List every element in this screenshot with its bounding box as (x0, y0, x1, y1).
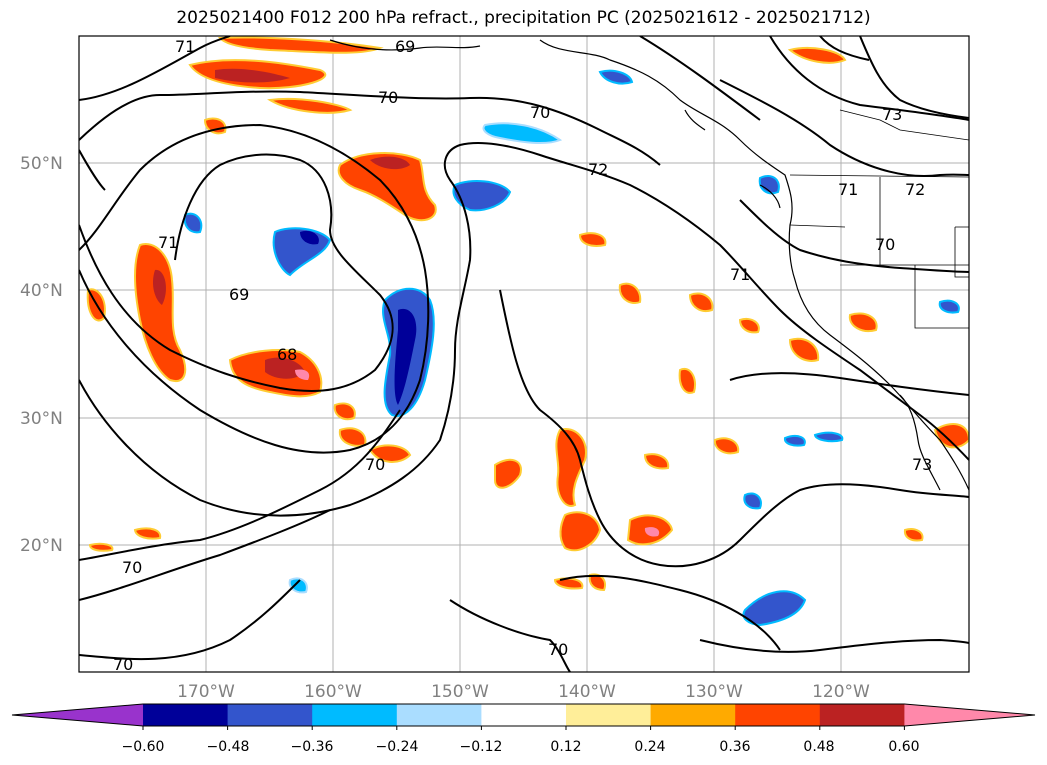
longitude-labels: 170°W 160°W 150°W 140°W 130°W 120°W (177, 682, 870, 702)
contour-label: 73 (882, 105, 902, 124)
map-area (79, 36, 969, 672)
contour-label: 70 (113, 655, 133, 674)
lon-label: 170°W (177, 682, 235, 702)
lon-label: 140°W (558, 682, 616, 702)
colorbar-extend-max (904, 704, 1035, 726)
lon-label: 130°W (685, 682, 743, 702)
contour-label: 70 (548, 640, 568, 659)
colorbar-tick-label: 0.60 (888, 739, 919, 755)
colorbar-swatch (735, 704, 821, 726)
lat-label: 40°N (20, 281, 63, 301)
contour-label: 70 (365, 455, 385, 474)
contour-labels: 71 69 70 70 72 73 71 72 71 70 71 69 68 7… (113, 37, 932, 674)
colorbar-swatch (396, 704, 482, 726)
colorbar-extend-min (12, 704, 143, 726)
lat-label: 20°N (20, 536, 63, 556)
colorbar (11, 703, 1036, 730)
colorbar-swatch (312, 704, 398, 726)
latitude-labels: 50°N 40°N 30°N 20°N (20, 154, 63, 556)
lon-label: 120°W (812, 682, 870, 702)
contour-label: 72 (588, 160, 608, 179)
colorbar-tick-label: 0.24 (634, 739, 665, 755)
map-title: 2025021400 F012 200 hPa refract., precip… (176, 8, 871, 28)
contour-label: 70 (122, 558, 142, 577)
precipitation-fill (86, 36, 969, 627)
colorbar-tick-label: −0.48 (207, 739, 250, 755)
colorbar-swatch (819, 704, 905, 726)
contour-label: 69 (229, 285, 249, 304)
contour-label: 71 (175, 37, 195, 56)
contour-label: 70 (530, 103, 550, 122)
colorbar-tick-label: −0.60 (122, 739, 165, 755)
contour-label: 71 (838, 180, 858, 199)
refractivity-contours (79, 36, 969, 672)
colorbar-swatch (566, 704, 652, 726)
lat-label: 30°N (20, 409, 63, 429)
borders (789, 109, 969, 329)
contour-label: 72 (905, 180, 925, 199)
colorbar-tick-label: −0.36 (291, 739, 334, 755)
colorbar-tick-labels: −0.60 −0.48 −0.36 −0.24 −0.12 0.12 0.24 … (122, 739, 920, 755)
colorbar-swatch (227, 704, 313, 726)
lat-label: 50°N (20, 154, 63, 174)
lon-label: 160°W (304, 682, 362, 702)
contour-label: 71 (730, 265, 750, 284)
colorbar-tick-label: 0.36 (719, 739, 750, 755)
contour-label: 71 (158, 233, 178, 252)
contour-label: 68 (277, 345, 297, 364)
contour-label: 73 (912, 455, 932, 474)
gridlines (79, 36, 969, 672)
colorbar-swatch (650, 704, 736, 726)
lon-label: 150°W (431, 682, 489, 702)
colorbar-tick-label: −0.24 (376, 739, 419, 755)
colorbar-swatch (481, 704, 567, 726)
colorbar-tick-label: −0.12 (460, 739, 503, 755)
colorbar-swatch (143, 704, 229, 726)
colorbar-tick-label: 0.12 (550, 739, 581, 755)
contour-label: 69 (395, 37, 415, 56)
contour-label: 70 (875, 235, 895, 254)
colorbar-tick-label: 0.48 (803, 739, 834, 755)
map-frame (78, 35, 970, 673)
contour-label: 70 (378, 88, 398, 107)
